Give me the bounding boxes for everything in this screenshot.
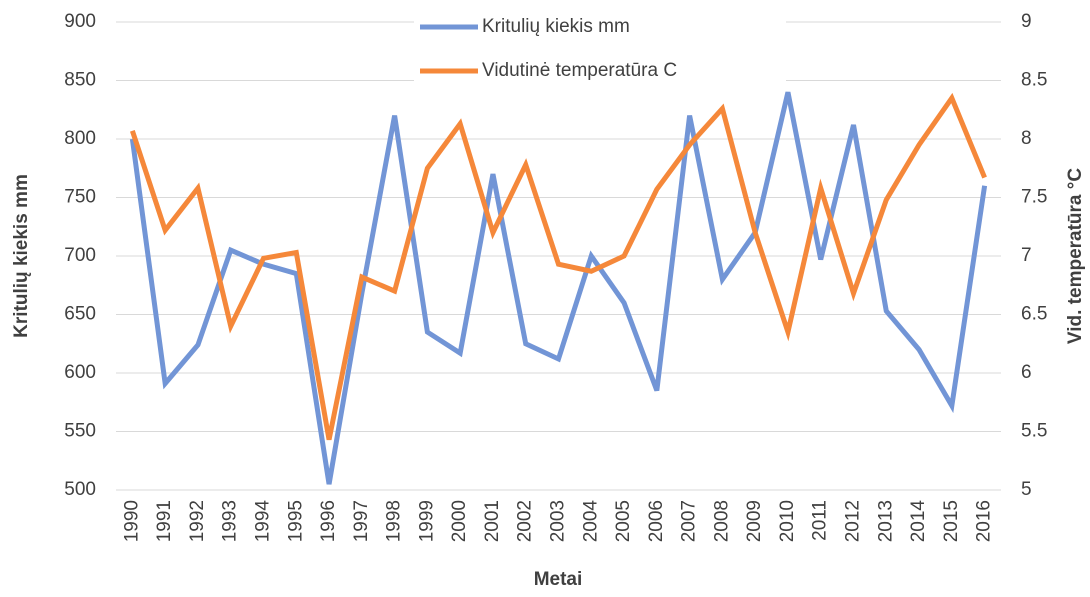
y-tick-label: 750 bbox=[64, 187, 96, 208]
y-tick-label: 650 bbox=[64, 304, 96, 325]
y2-tick-label: 7 bbox=[1021, 245, 1032, 266]
y-tick-label: 850 bbox=[64, 70, 96, 91]
y2-tick-label: 6 bbox=[1021, 362, 1032, 383]
y2-tick-label: 5.5 bbox=[1021, 421, 1047, 442]
x-tick-label: 2000 bbox=[449, 500, 470, 542]
x-tick-label: 1993 bbox=[220, 500, 241, 542]
x-tick-label: 2002 bbox=[515, 500, 536, 542]
y-tick-label: 800 bbox=[64, 128, 96, 149]
x-tick-label: 1990 bbox=[121, 500, 142, 542]
y-tick-label: 900 bbox=[64, 11, 96, 32]
x-tick-label: 1991 bbox=[154, 500, 175, 542]
x-tick-label: 2006 bbox=[646, 500, 667, 542]
series-line bbox=[130, 92, 987, 441]
y2-tick-label: 5 bbox=[1021, 479, 1032, 500]
x-tick-label: 2001 bbox=[482, 500, 503, 542]
y-tick-label: 500 bbox=[64, 479, 96, 500]
y2-tick-label: 7.5 bbox=[1021, 187, 1047, 208]
series-line bbox=[129, 91, 988, 485]
x-tick-label: 1995 bbox=[285, 500, 306, 542]
x-tick-label: 1992 bbox=[187, 500, 208, 542]
x-tick-label: 2014 bbox=[908, 500, 929, 543]
x-tick-label: 2010 bbox=[777, 500, 798, 542]
x-tick-label: 2009 bbox=[744, 500, 765, 542]
x-tick-label: 1998 bbox=[384, 500, 405, 542]
x-tick-label: 2011 bbox=[810, 500, 831, 541]
x-tick-label: 2008 bbox=[711, 500, 732, 542]
x-axis-title: Metai bbox=[534, 569, 583, 590]
x-tick-label: 1996 bbox=[318, 500, 339, 542]
y2-tick-label: 8.5 bbox=[1021, 70, 1047, 91]
x-tick-label: 1997 bbox=[351, 500, 372, 542]
x-tick-label: 2012 bbox=[843, 500, 864, 542]
x-tick-label: 2005 bbox=[613, 500, 634, 542]
y2-tick-label: 8 bbox=[1021, 128, 1032, 149]
y2-tick-label: 6.5 bbox=[1021, 304, 1047, 325]
x-tick-label: 2007 bbox=[679, 500, 700, 542]
x-tick-label: 1999 bbox=[416, 500, 437, 542]
x-tick-label: 2003 bbox=[548, 500, 569, 542]
x-tick-label: 2004 bbox=[580, 500, 601, 543]
legend-label: Vidutinė temperatūra C bbox=[482, 60, 677, 81]
y-tick-label: 600 bbox=[64, 362, 96, 383]
x-tick-label: 2015 bbox=[941, 500, 962, 542]
y-tick-label: 700 bbox=[64, 245, 96, 266]
y-tick-label: 550 bbox=[64, 421, 96, 442]
x-tick-label: 2013 bbox=[875, 500, 896, 542]
x-tick-label: 1994 bbox=[253, 500, 274, 543]
y2-axis-title: Vid. temperatūra °C bbox=[1065, 168, 1086, 344]
y2-tick-label: 9 bbox=[1021, 11, 1032, 32]
x-tick-label: 2016 bbox=[974, 500, 995, 542]
y-axis-title: Kritulių kiekis mm bbox=[11, 174, 32, 338]
legend-label: Kritulių kiekis mm bbox=[482, 16, 630, 37]
